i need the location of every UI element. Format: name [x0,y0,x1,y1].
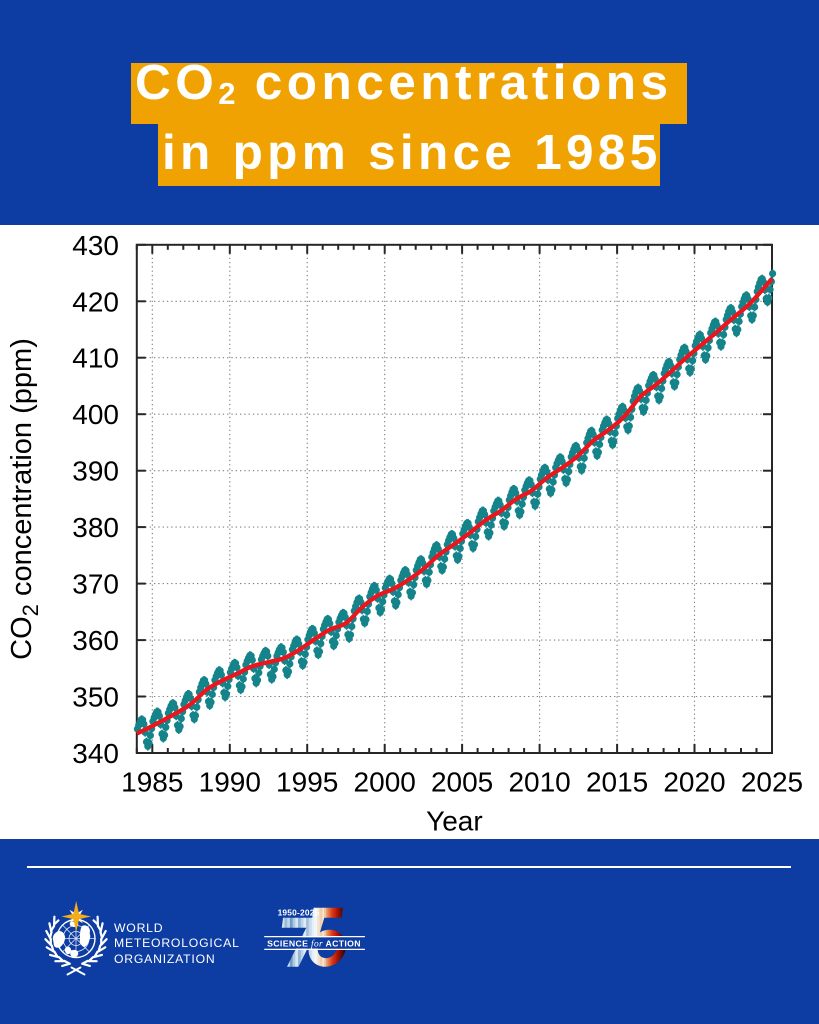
svg-text:430: 430 [72,230,119,261]
svg-text:420: 420 [72,286,119,317]
svg-text:340: 340 [72,738,119,769]
svg-text:1950-2025: 1950-2025 [278,908,320,918]
svg-text:400: 400 [72,399,119,430]
svg-text:350: 350 [72,682,119,713]
svg-text:2000: 2000 [354,767,416,798]
svg-text:390: 390 [72,456,119,487]
svg-text:1985: 1985 [121,767,183,798]
svg-text:2005: 2005 [431,767,493,798]
svg-text:1990: 1990 [199,767,261,798]
svg-text:SCIENCE for ACTION: SCIENCE for ACTION [267,939,361,950]
svg-text:410: 410 [72,343,119,374]
svg-text:2025: 2025 [741,767,803,798]
svg-text:2020: 2020 [663,767,725,798]
svg-text:360: 360 [72,625,119,656]
svg-text:Year: Year [426,806,483,837]
svg-text:2015: 2015 [586,767,648,798]
svg-text:2010: 2010 [508,767,570,798]
svg-text:370: 370 [72,569,119,600]
svg-text:380: 380 [72,512,119,543]
svg-text:1995: 1995 [276,767,338,798]
